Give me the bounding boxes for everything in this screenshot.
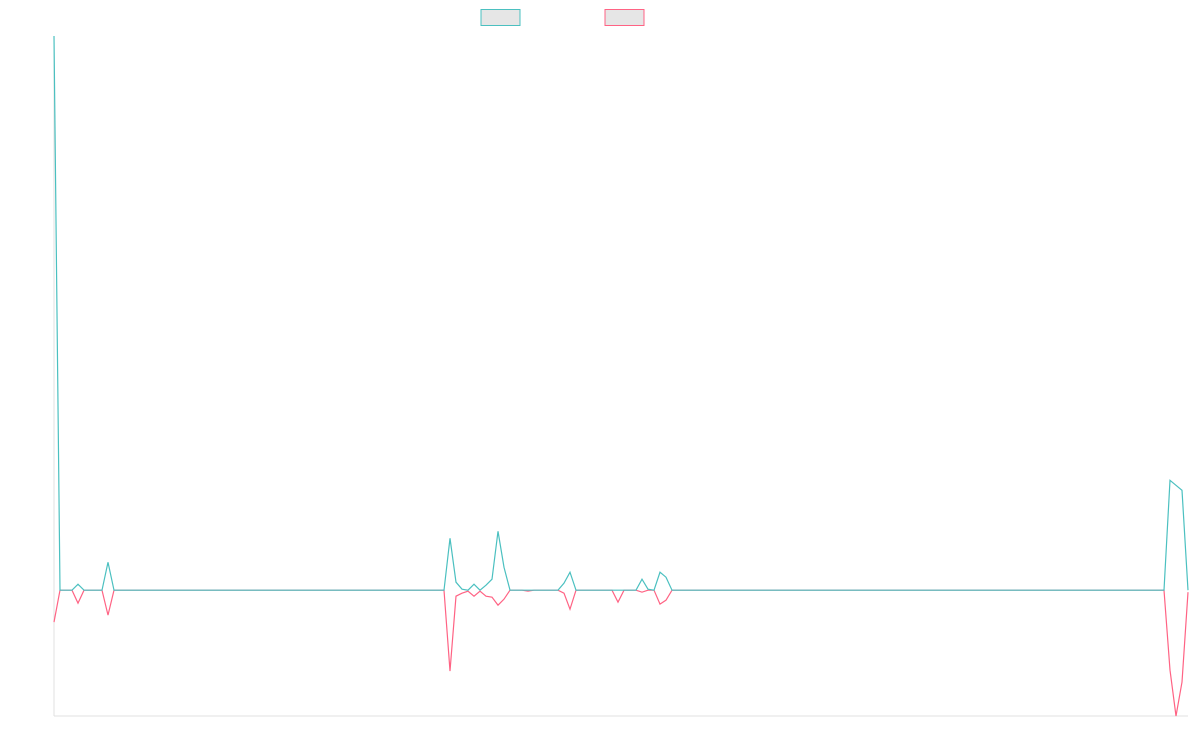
- legend-swatch: [604, 9, 645, 26]
- line-series: [53, 589, 1189, 717]
- line-series: [53, 35, 1189, 592]
- legend-swatch: [480, 9, 521, 26]
